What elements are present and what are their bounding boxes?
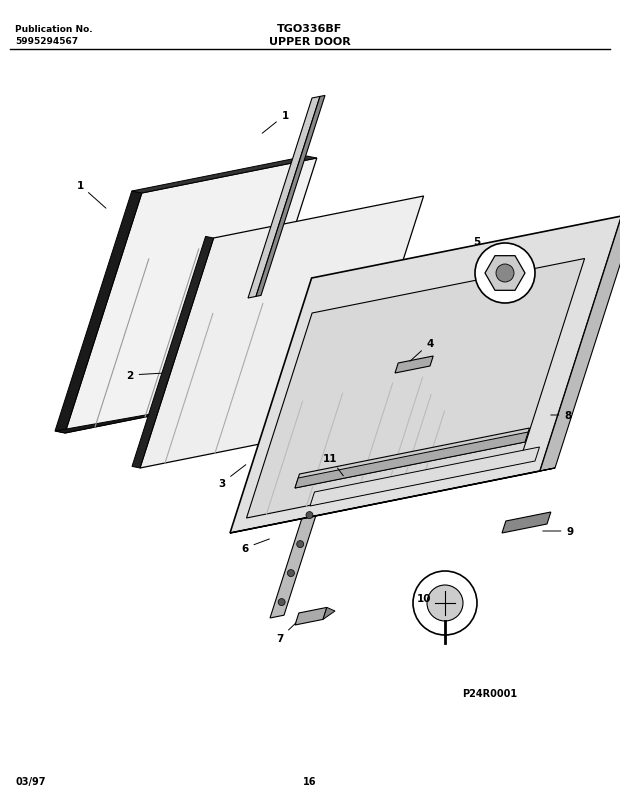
Polygon shape [140,197,423,468]
Polygon shape [230,217,620,533]
Polygon shape [323,608,335,620]
Polygon shape [270,471,330,618]
Polygon shape [310,447,539,507]
Polygon shape [132,157,317,194]
Polygon shape [540,214,620,471]
Circle shape [496,265,514,283]
Text: 2: 2 [126,370,162,381]
Text: 8: 8 [551,410,572,421]
Text: 3: 3 [218,465,246,488]
Text: 1: 1 [262,111,289,134]
Polygon shape [502,512,551,533]
Polygon shape [295,429,529,488]
Circle shape [278,599,285,605]
Polygon shape [230,468,555,533]
Text: 10: 10 [417,593,432,603]
Text: 6: 6 [241,540,270,553]
Text: P24R0001: P24R0001 [463,688,518,698]
Text: Publication No.: Publication No. [15,24,92,34]
Text: eReplacementParts.com: eReplacementParts.com [240,359,360,369]
Circle shape [427,585,463,622]
Polygon shape [65,159,317,434]
Circle shape [475,243,535,304]
Circle shape [413,571,477,635]
Text: 11: 11 [323,454,343,476]
Polygon shape [55,192,142,434]
Text: 7: 7 [277,623,296,643]
Text: 03/97: 03/97 [15,776,45,786]
Polygon shape [256,96,325,297]
Text: 5995294567: 5995294567 [15,38,78,47]
Text: 16: 16 [303,776,317,786]
Text: TGO336BF: TGO336BF [277,24,343,34]
Text: 4: 4 [410,339,433,361]
Circle shape [315,483,322,490]
Polygon shape [395,357,433,373]
Circle shape [306,512,313,519]
Polygon shape [295,608,327,626]
Circle shape [288,570,294,577]
Text: 9: 9 [542,526,574,536]
Text: 5: 5 [474,237,480,247]
Polygon shape [295,433,528,488]
Polygon shape [247,259,585,519]
Text: UPPER DOOR: UPPER DOOR [269,37,351,47]
Circle shape [297,541,304,548]
Polygon shape [248,97,320,299]
Polygon shape [55,398,240,434]
Text: 1: 1 [76,181,106,209]
Polygon shape [132,237,214,468]
